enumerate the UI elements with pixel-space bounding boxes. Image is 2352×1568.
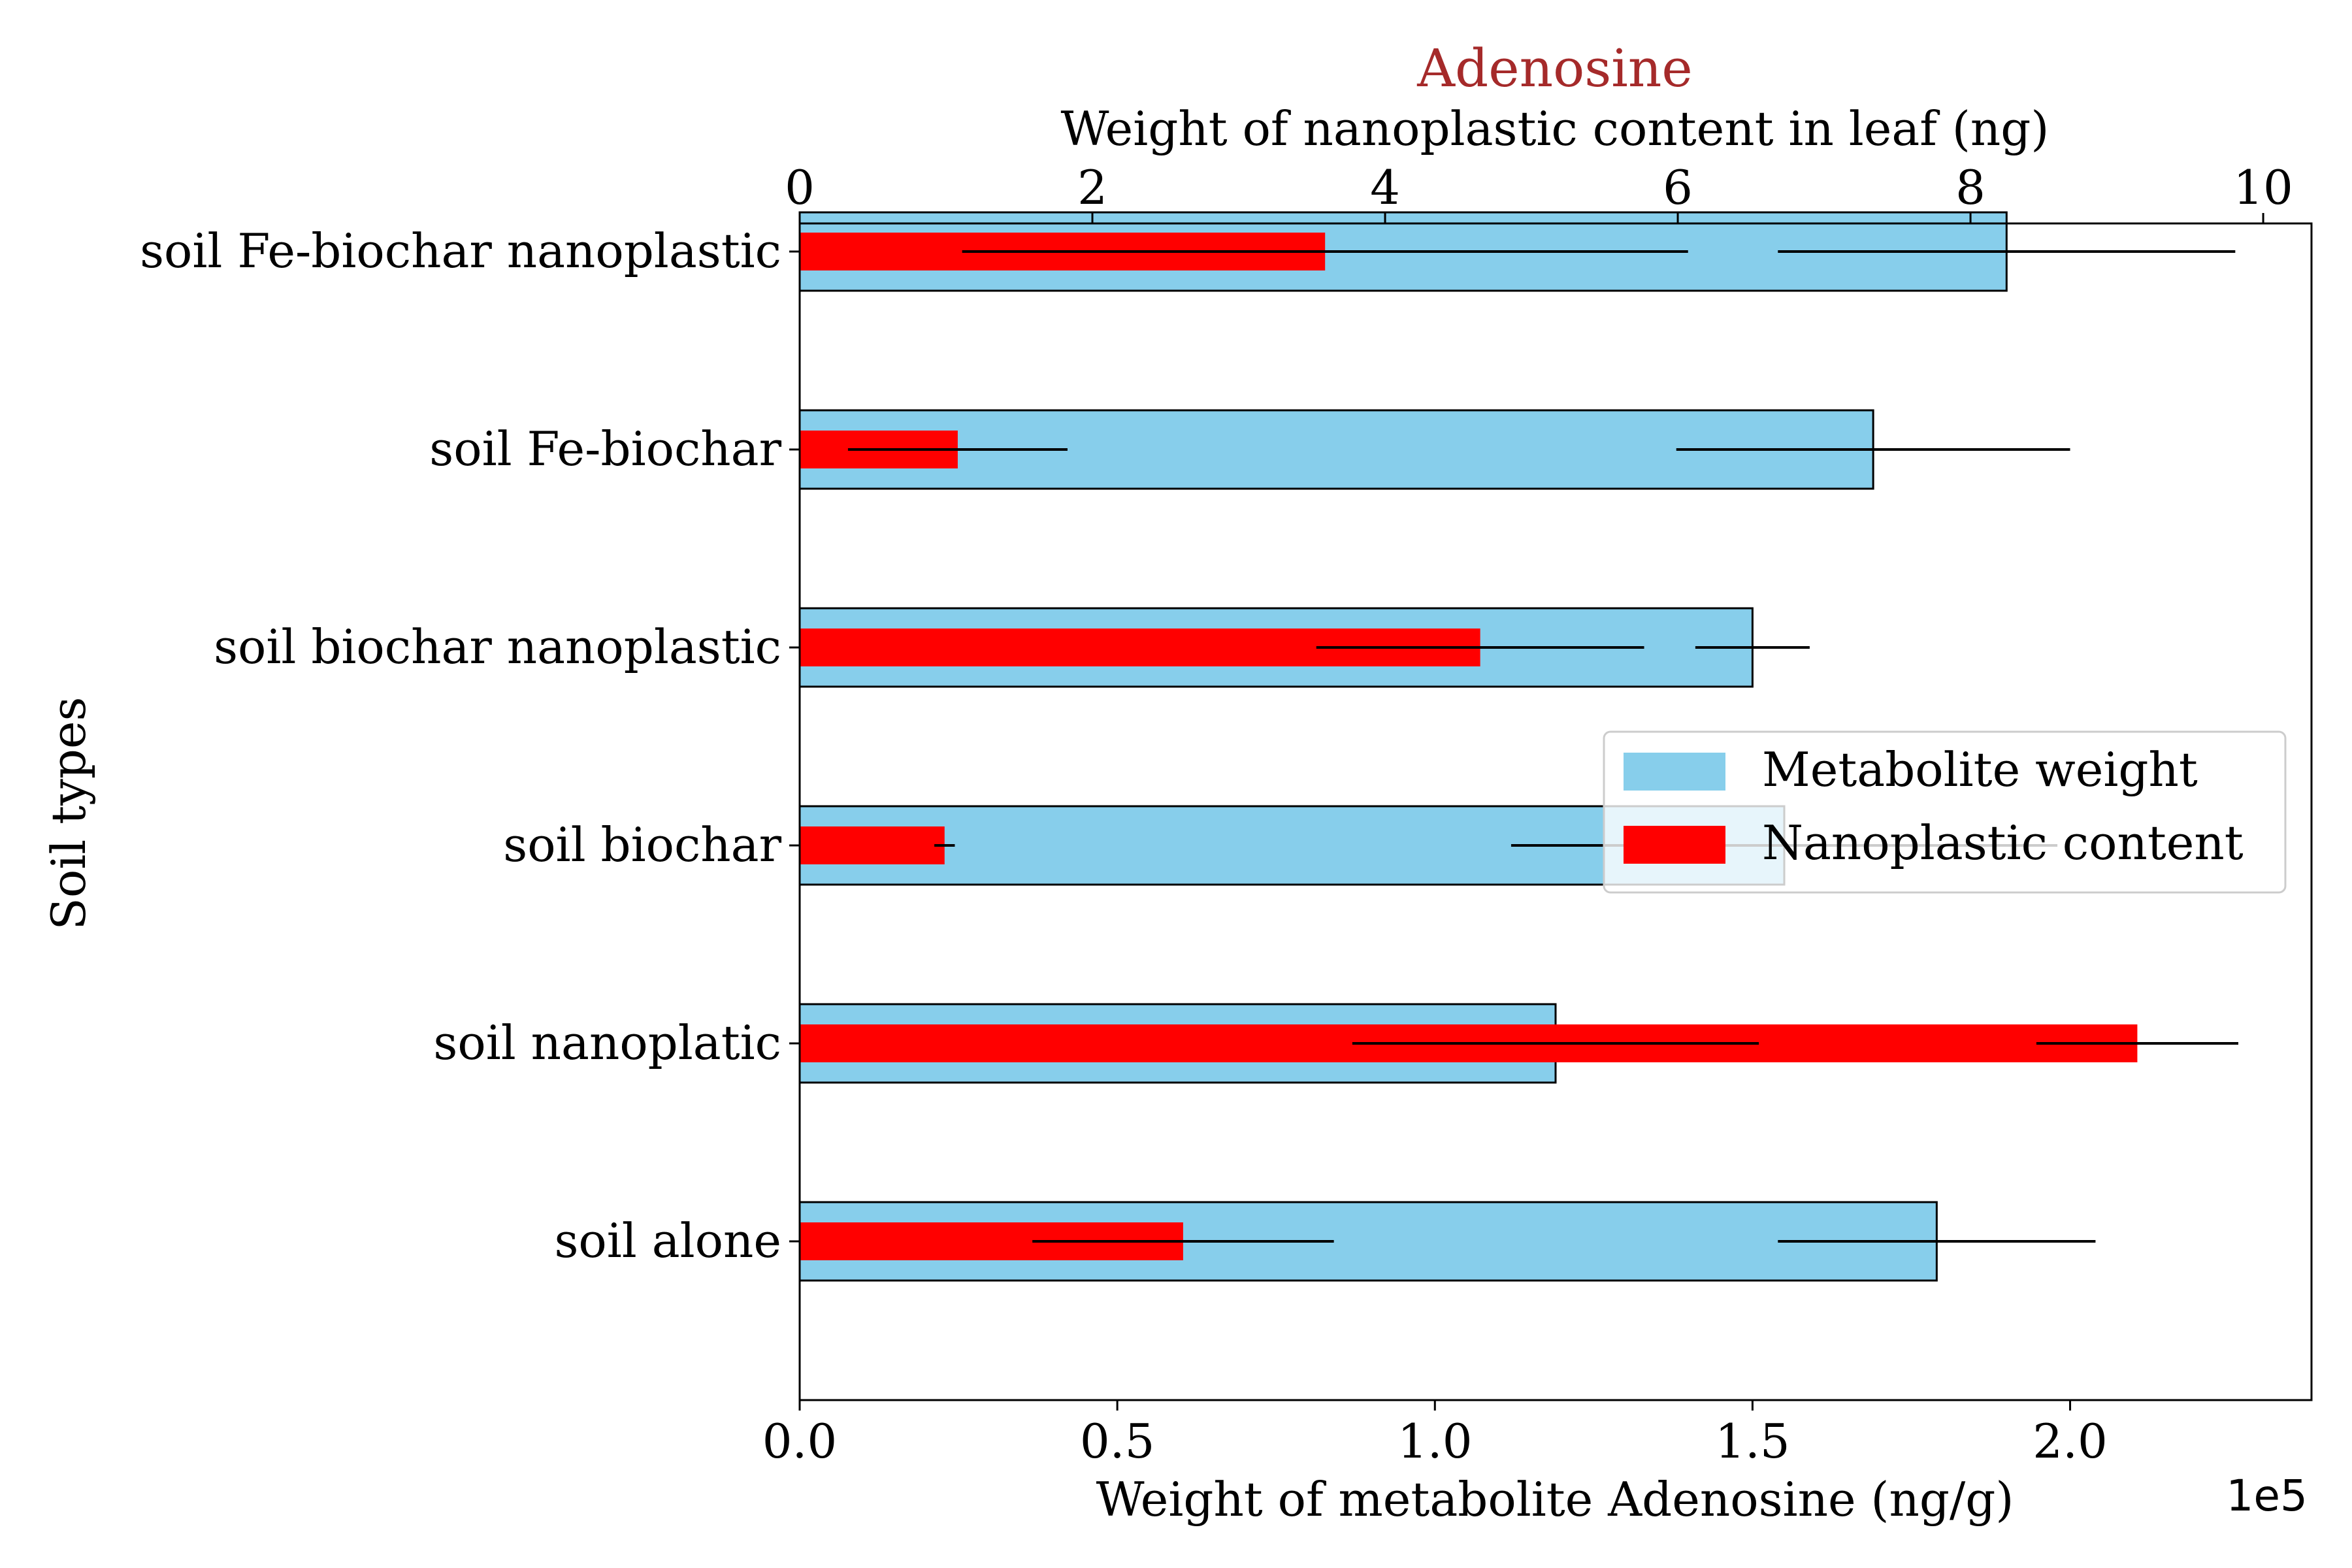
legend-box	[1603, 730, 2287, 894]
y-tick-label: soil Fe-biochar nanoplastic	[140, 223, 781, 278]
top-axis-tick-label: 8	[1955, 160, 1985, 215]
y-axis-label: Soil types	[41, 697, 96, 930]
bottom-axis-ticks: 0.0 0.5 1.0 1.5 2.0	[762, 1400, 2108, 1469]
bottom-axis-tick-label: 0.5	[1080, 1414, 1155, 1469]
top-axis-tick-label: 10	[2233, 160, 2293, 215]
top-axis-tick-label: 6	[1663, 160, 1693, 215]
legend: Metabolite weight Nanoplastic content	[1603, 730, 2287, 894]
bottom-axis-tick-label: 1.5	[1715, 1414, 1790, 1469]
y-tick-label: soil biochar nanoplastic	[214, 619, 781, 674]
legend-label-metabolite: Metabolite weight	[1762, 742, 2198, 797]
bottom-axis-tick-label: 1.0	[1397, 1414, 1473, 1469]
chart-title: Adenosine	[1416, 38, 1693, 99]
bottom-axis-label: Weight of metabolite Adenosine (ng/g)	[1096, 1472, 2014, 1527]
y-tick-label: soil biochar	[503, 817, 781, 872]
error-bars	[847, 250, 2238, 1243]
nanoplastic-bar	[800, 826, 945, 864]
top-axis-tick-label: 0	[785, 160, 815, 215]
y-tick-label: soil alone	[554, 1213, 781, 1268]
top-axis-label: Weight of nanoplastic content in leaf (n…	[1061, 101, 2050, 156]
y-tick-label: soil Fe-biochar	[429, 421, 781, 476]
legend-label-nanoplastic: Nanoplastic content	[1762, 815, 2244, 870]
top-axis-tick-label: 2	[1077, 160, 1107, 215]
bottom-axis-tick-label: 0.0	[762, 1414, 838, 1469]
legend-swatch-nanoplastic	[1624, 826, 1725, 864]
top-axis-ticks: 0 2 4 6 8 10	[785, 160, 2293, 223]
y-tick-label: soil nanoplatic	[433, 1015, 781, 1070]
legend-swatch-metabolite	[1624, 753, 1725, 791]
bottom-axis-tick-label: 2.0	[2033, 1414, 2108, 1469]
y-tick-labels: soil alone soil nanoplatic soil biochar soi…	[140, 223, 800, 1268]
plot-frame	[798, 222, 2313, 1401]
top-axis-tick-label: 4	[1370, 160, 1400, 215]
x-offset-text: 1e5	[2226, 1471, 2308, 1521]
